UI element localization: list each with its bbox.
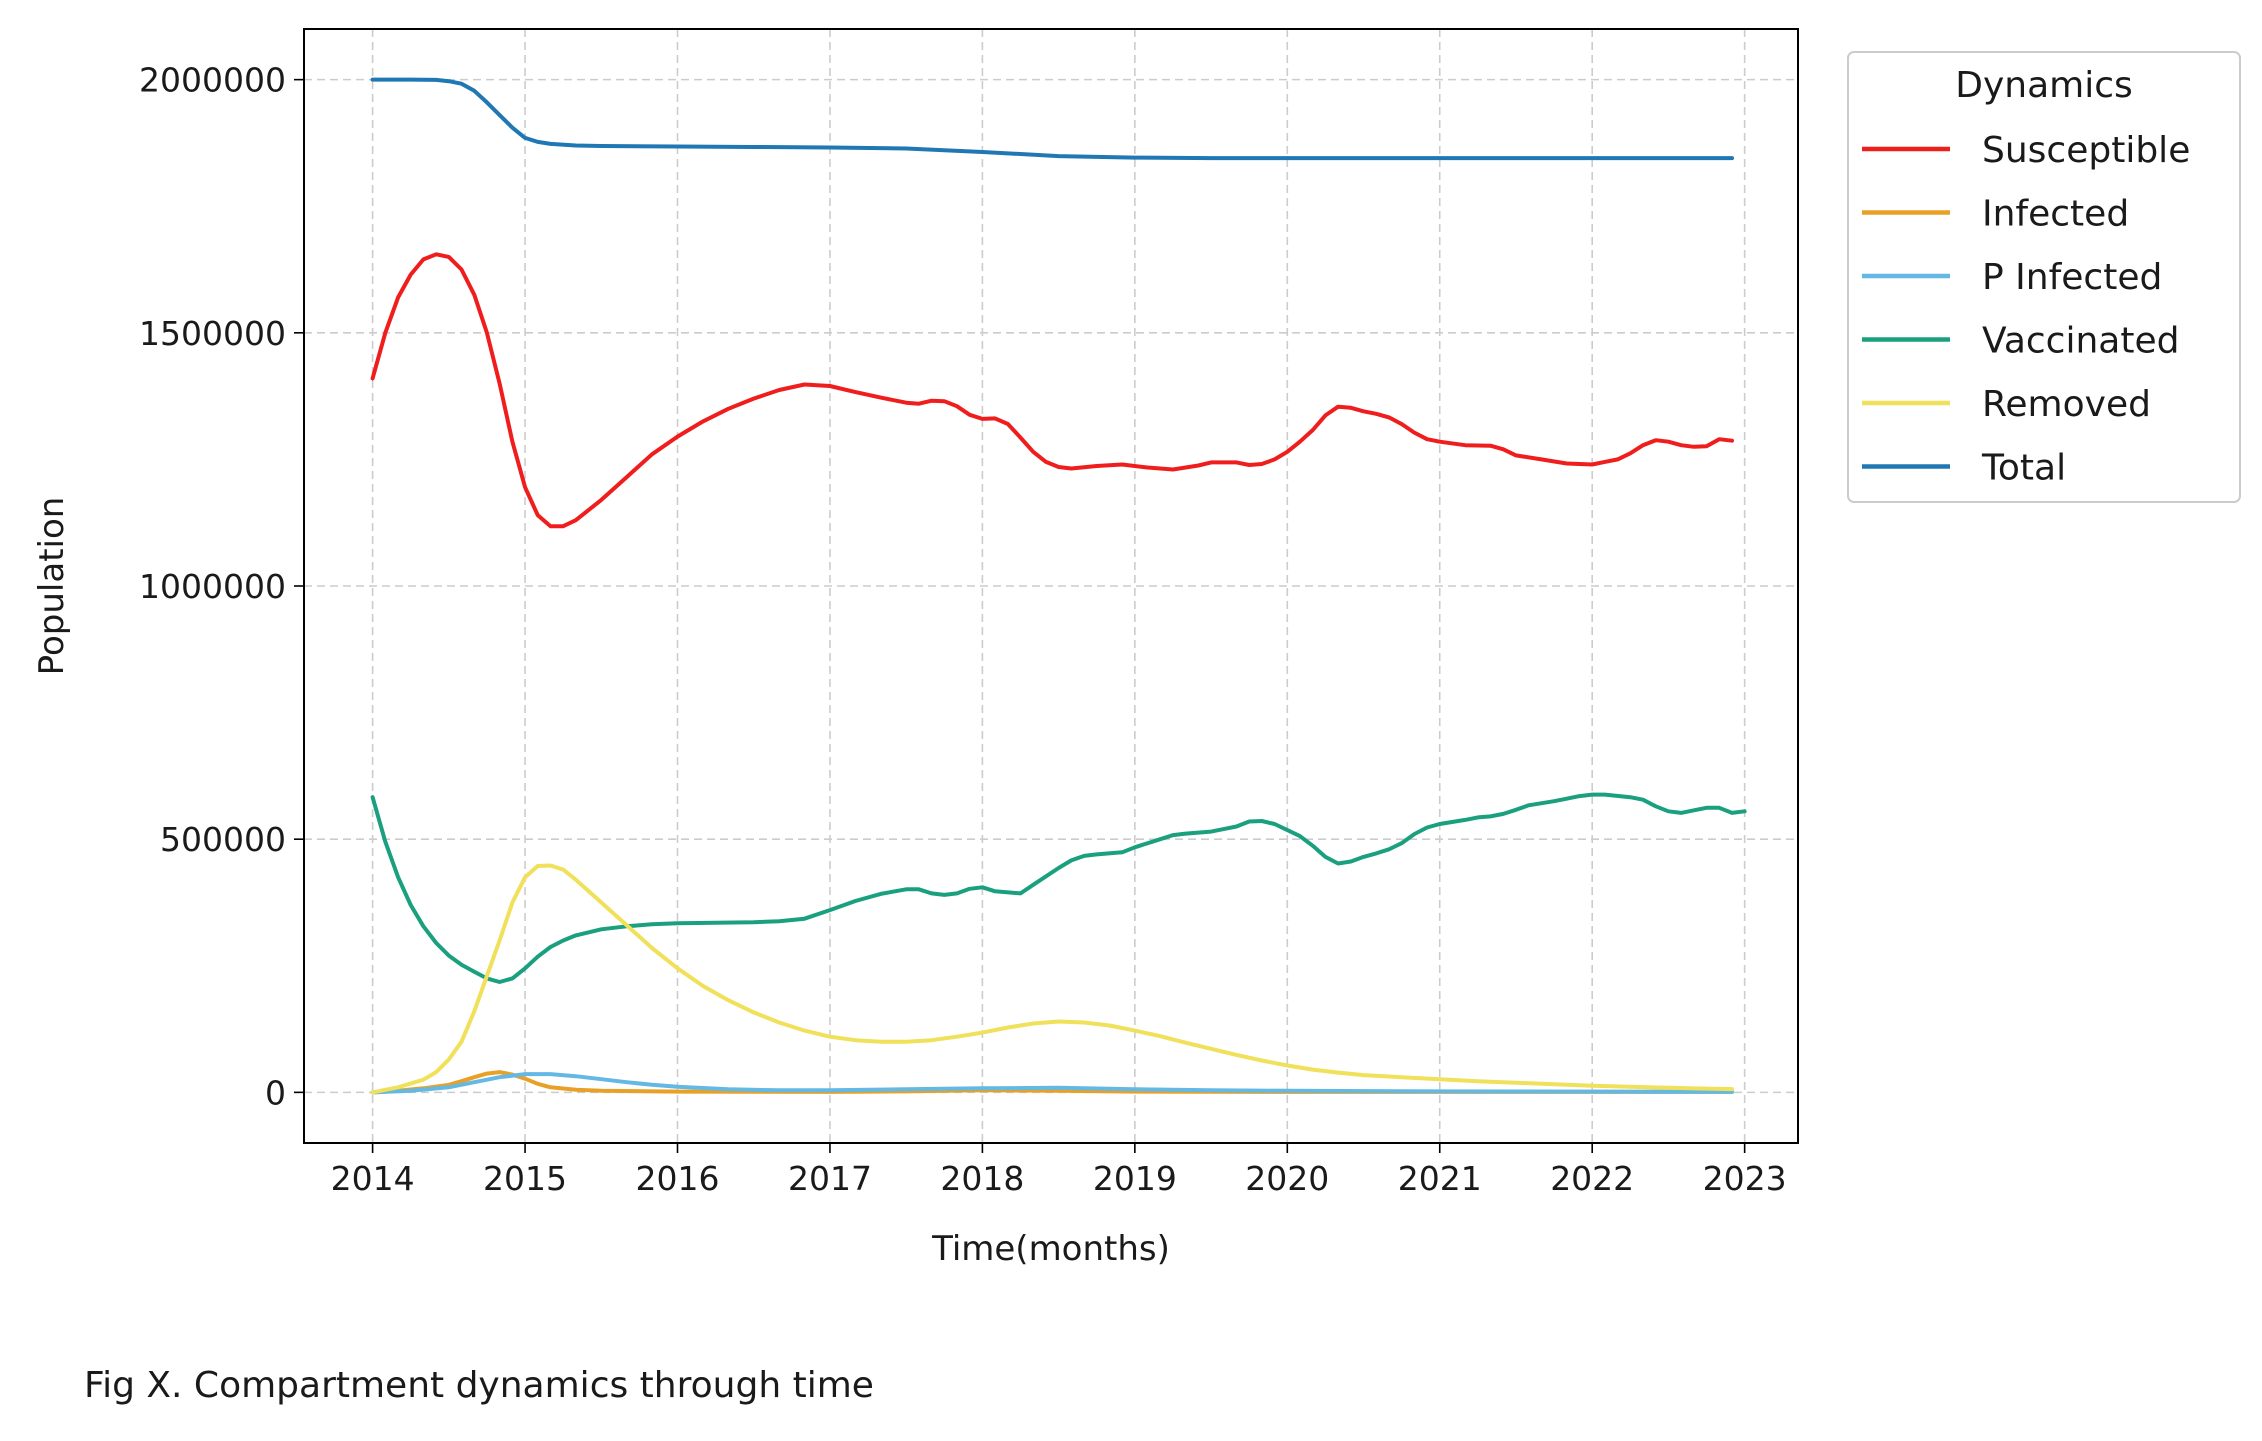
axis-ticks: 2014 2015 2016 2017 2018 2019 2020 2021 2022 2023… <box>139 61 1787 1198</box>
x-tick-label: 2017 <box>788 1159 872 1198</box>
legend-label-total: Total <box>1981 448 2066 489</box>
legend: Dynamics Susceptible Infected P Infected Va… <box>1847 51 2241 503</box>
y-tick-label: 0 <box>265 1073 286 1112</box>
legend-label-infected: Infected <box>1982 194 2129 235</box>
y-tick-label: 2000000 <box>139 61 286 100</box>
series-line-p-infected <box>370 1072 1734 1095</box>
y-tick-label: 500000 <box>160 820 286 859</box>
grid <box>304 29 1798 1143</box>
x-tick-label: 2023 <box>1703 1159 1787 1198</box>
x-axis-title: Time(months) <box>931 1229 1170 1269</box>
series-line-susceptible <box>370 252 1734 529</box>
x-tick-label: 2015 <box>483 1159 567 1198</box>
legend-title: Dynamics <box>1955 65 2133 106</box>
series-line-infected <box>370 1070 1734 1095</box>
legend-label-removed: Removed <box>1982 384 2151 425</box>
legend-box <box>1847 51 2241 503</box>
series-line-vaccinated <box>370 792 1747 984</box>
series-line-total <box>370 77 1734 161</box>
figure-caption: Fig X. Compartment dynamics through time <box>84 1365 874 1406</box>
legend-label-vaccinated: Vaccinated <box>1982 321 2179 362</box>
x-tick-label: 2016 <box>636 1159 720 1198</box>
series-line-removed <box>370 863 1734 1095</box>
x-tick-label: 2018 <box>940 1159 1024 1198</box>
x-tick-label: 2021 <box>1398 1159 1482 1198</box>
y-tick-label: 1000000 <box>139 567 286 606</box>
x-tick-label: 2019 <box>1093 1159 1177 1198</box>
y-axis-title: Population <box>32 497 72 676</box>
x-tick-label: 2022 <box>1550 1159 1634 1198</box>
legend-label-susceptible: Susceptible <box>1982 130 2190 171</box>
y-tick-label: 1500000 <box>139 314 286 353</box>
x-tick-label: 2014 <box>331 1159 415 1198</box>
x-tick-label: 2020 <box>1245 1159 1329 1198</box>
series-lines <box>370 77 1747 1095</box>
legend-label-p-infected: P Infected <box>1982 257 2162 298</box>
